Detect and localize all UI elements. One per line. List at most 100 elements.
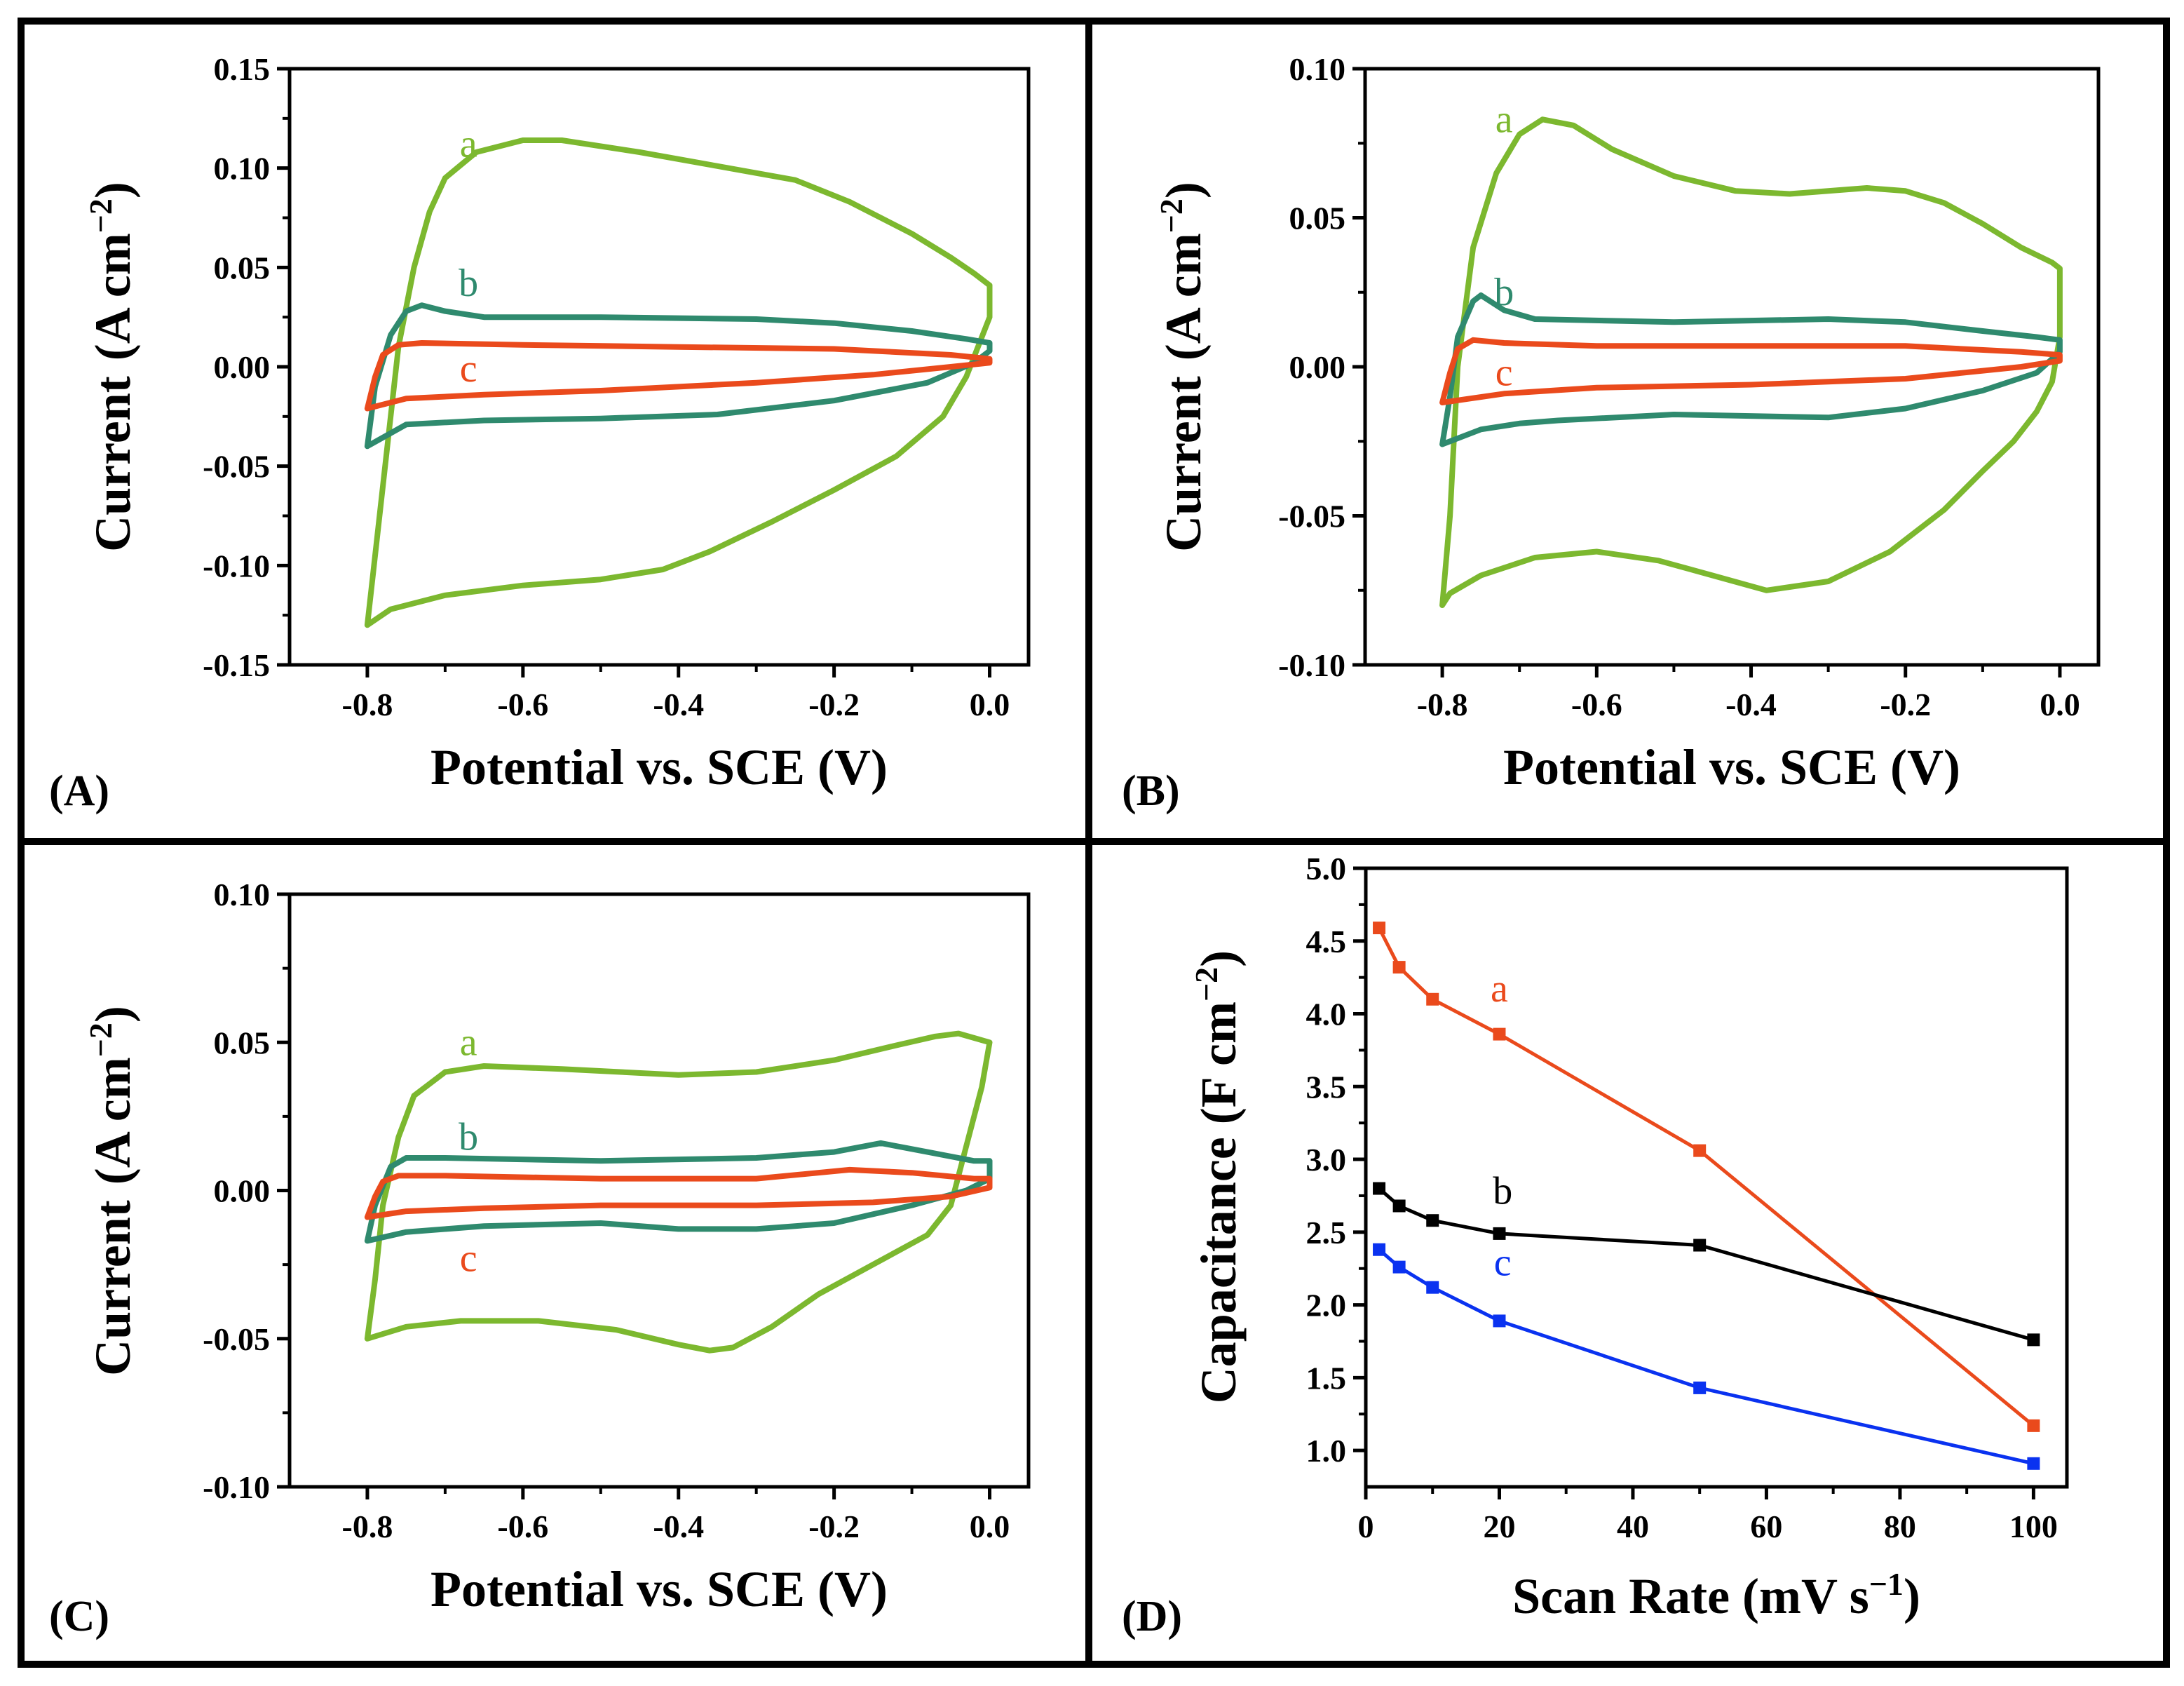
data-point-b — [1373, 1182, 1386, 1195]
y-axis-title-close: ) — [1155, 182, 1212, 198]
x-tick-label: 0.0 — [2040, 687, 2080, 722]
x-tick-label: -0.2 — [1880, 687, 1931, 722]
x-tick-label: -0.6 — [1571, 687, 1622, 722]
y-axis-title-sup: −2 — [83, 198, 118, 233]
y-axis-title-main: Current — [85, 376, 141, 552]
y-tick-label: 0.05 — [214, 250, 271, 285]
plot-area-d — [1364, 866, 2069, 1489]
cv-curve-c — [1439, 337, 2063, 405]
y-axis-title-unit: (A cm — [1155, 233, 1212, 360]
data-point-a — [1693, 1144, 1707, 1157]
x-tick-label: 80 — [1884, 1509, 1916, 1544]
y-axis-title-sup: −2 — [1188, 967, 1224, 1002]
x-tick-label: -0.2 — [808, 687, 860, 722]
data-point-b — [1426, 1214, 1439, 1227]
x-tick-label: 0.0 — [970, 1509, 1010, 1544]
cv-curve-c — [364, 1166, 993, 1220]
x-axis-title: Potential vs. SCE (V) — [1503, 739, 1960, 795]
cv-curve-b — [364, 302, 993, 450]
data-point-a — [1392, 961, 1406, 974]
series-label-a: a — [460, 123, 477, 166]
y-axis-title-main: Current — [85, 1200, 141, 1376]
y-axis-title-main: Capacitance (F cm — [1191, 1002, 1247, 1403]
y-tick-label: 0.15 — [214, 51, 271, 87]
y-tick-label: 0.00 — [214, 349, 271, 385]
series-label-b: b — [459, 1115, 478, 1159]
series-label-c: c — [1495, 351, 1513, 395]
x-tick-label: 0 — [1358, 1509, 1374, 1544]
y-axis-title: Current (A cm−2) — [1153, 182, 1212, 552]
x-tick-label: -0.2 — [808, 1509, 860, 1544]
y-axis-title-close: ) — [85, 1006, 141, 1023]
x-tick-label: -0.4 — [653, 687, 704, 722]
x-tick-label: -0.8 — [1417, 687, 1468, 722]
series-line-a — [1377, 926, 2035, 1427]
cv-curve-a — [1439, 116, 2063, 608]
data-point-c — [2027, 1457, 2040, 1470]
y-tick-label: -0.05 — [203, 1321, 270, 1357]
y-axis-title-close: ) — [85, 182, 141, 198]
data-point-b — [2027, 1333, 2040, 1347]
panel-label: (D) — [1122, 1593, 1182, 1640]
y-tick-label: 0.00 — [214, 1173, 271, 1209]
y-tick-label: 0.10 — [1289, 51, 1346, 87]
y-axis-title-unit: (A cm — [85, 1057, 141, 1185]
cv-curve-b — [1439, 292, 2063, 447]
data-point-a — [1373, 922, 1386, 935]
panel-label: (A) — [49, 767, 109, 815]
x-axis-title: Potential vs. SCE (V) — [430, 1561, 888, 1617]
x-axis-title: Potential vs. SCE (V) — [430, 739, 888, 795]
x-axis-title-main: Scan Rate (mV s — [1512, 1568, 1869, 1624]
x-tick-label: 20 — [1483, 1509, 1515, 1544]
y-tick-label: 0.05 — [1289, 201, 1346, 236]
y-tick-label: -0.10 — [203, 548, 270, 584]
cv-curve-b — [364, 1140, 993, 1244]
data-point-b — [1693, 1239, 1707, 1252]
x-axis-title: Scan Rate (mV s−1) — [1512, 1566, 1920, 1624]
data-point-a — [1493, 1027, 1506, 1041]
x-axis-title-close: ) — [1904, 1568, 1920, 1624]
y-axis-title-sup: −2 — [83, 1023, 118, 1057]
series-label-a: a — [460, 1020, 477, 1064]
data-point-c — [1693, 1381, 1707, 1394]
x-tick-label: 0.0 — [970, 687, 1010, 722]
y-tick-label: 4.5 — [1306, 924, 1347, 959]
y-tick-label: 0.05 — [214, 1025, 271, 1060]
series-label-b: b — [1493, 1170, 1512, 1213]
y-tick-label: 0.10 — [214, 877, 271, 912]
series-label-c: c — [460, 347, 477, 391]
y-axis-title-main: Current — [1155, 376, 1212, 552]
series-label-c: c — [1494, 1241, 1512, 1284]
data-point-c — [1392, 1260, 1406, 1274]
data-point-a — [1426, 992, 1439, 1006]
series-label-a: a — [1495, 97, 1513, 141]
data-point-c — [1373, 1243, 1386, 1256]
y-tick-label: 2.5 — [1306, 1215, 1347, 1250]
panel-c: -0.8 -0.6 -0.4 -0.2 0.0 0.10 0.05 0.00 -0.05 -0.1… — [49, 877, 1031, 1640]
y-axis-title: Current (A cm−2) — [83, 182, 141, 552]
y-tick-label: -0.15 — [203, 647, 270, 683]
panel-d: 0 20 40 60 80 100 5.0 4.5 4.0 3.5 3.0 2.5 2.0 1.5 1.0 C… — [1122, 851, 2069, 1640]
data-point-c — [1493, 1314, 1506, 1328]
y-axis-title-sup: −2 — [1153, 198, 1189, 233]
series-label-b: b — [459, 262, 478, 305]
y-tick-label: 0.10 — [214, 151, 271, 187]
x-tick-label: 100 — [2009, 1509, 2058, 1544]
data-point-b — [1493, 1227, 1506, 1240]
y-tick-label: 3.5 — [1306, 1069, 1347, 1105]
panel-a: -0.8 -0.6 -0.4 -0.2 0.0 0.15 0.10 0.05 0.00 -0.05… — [49, 51, 1031, 815]
y-tick-label: -0.10 — [203, 1469, 270, 1505]
y-axis-title: Current (A cm−2) — [83, 1006, 141, 1376]
y-tick-label: -0.10 — [1278, 647, 1345, 683]
y-tick-label: -0.05 — [1278, 499, 1345, 534]
data-point-c — [1426, 1281, 1439, 1294]
x-tick-label: -0.8 — [342, 687, 393, 722]
x-tick-label: -0.6 — [497, 1509, 548, 1544]
cv-curve-c — [364, 340, 993, 412]
x-axis-title-sup: −1 — [1869, 1566, 1904, 1602]
y-tick-label: 4.0 — [1306, 997, 1347, 1032]
data-point-b — [1392, 1199, 1406, 1213]
x-tick-label: 40 — [1617, 1509, 1649, 1544]
panel-label: (C) — [49, 1593, 109, 1640]
y-tick-label: 5.0 — [1306, 851, 1347, 886]
